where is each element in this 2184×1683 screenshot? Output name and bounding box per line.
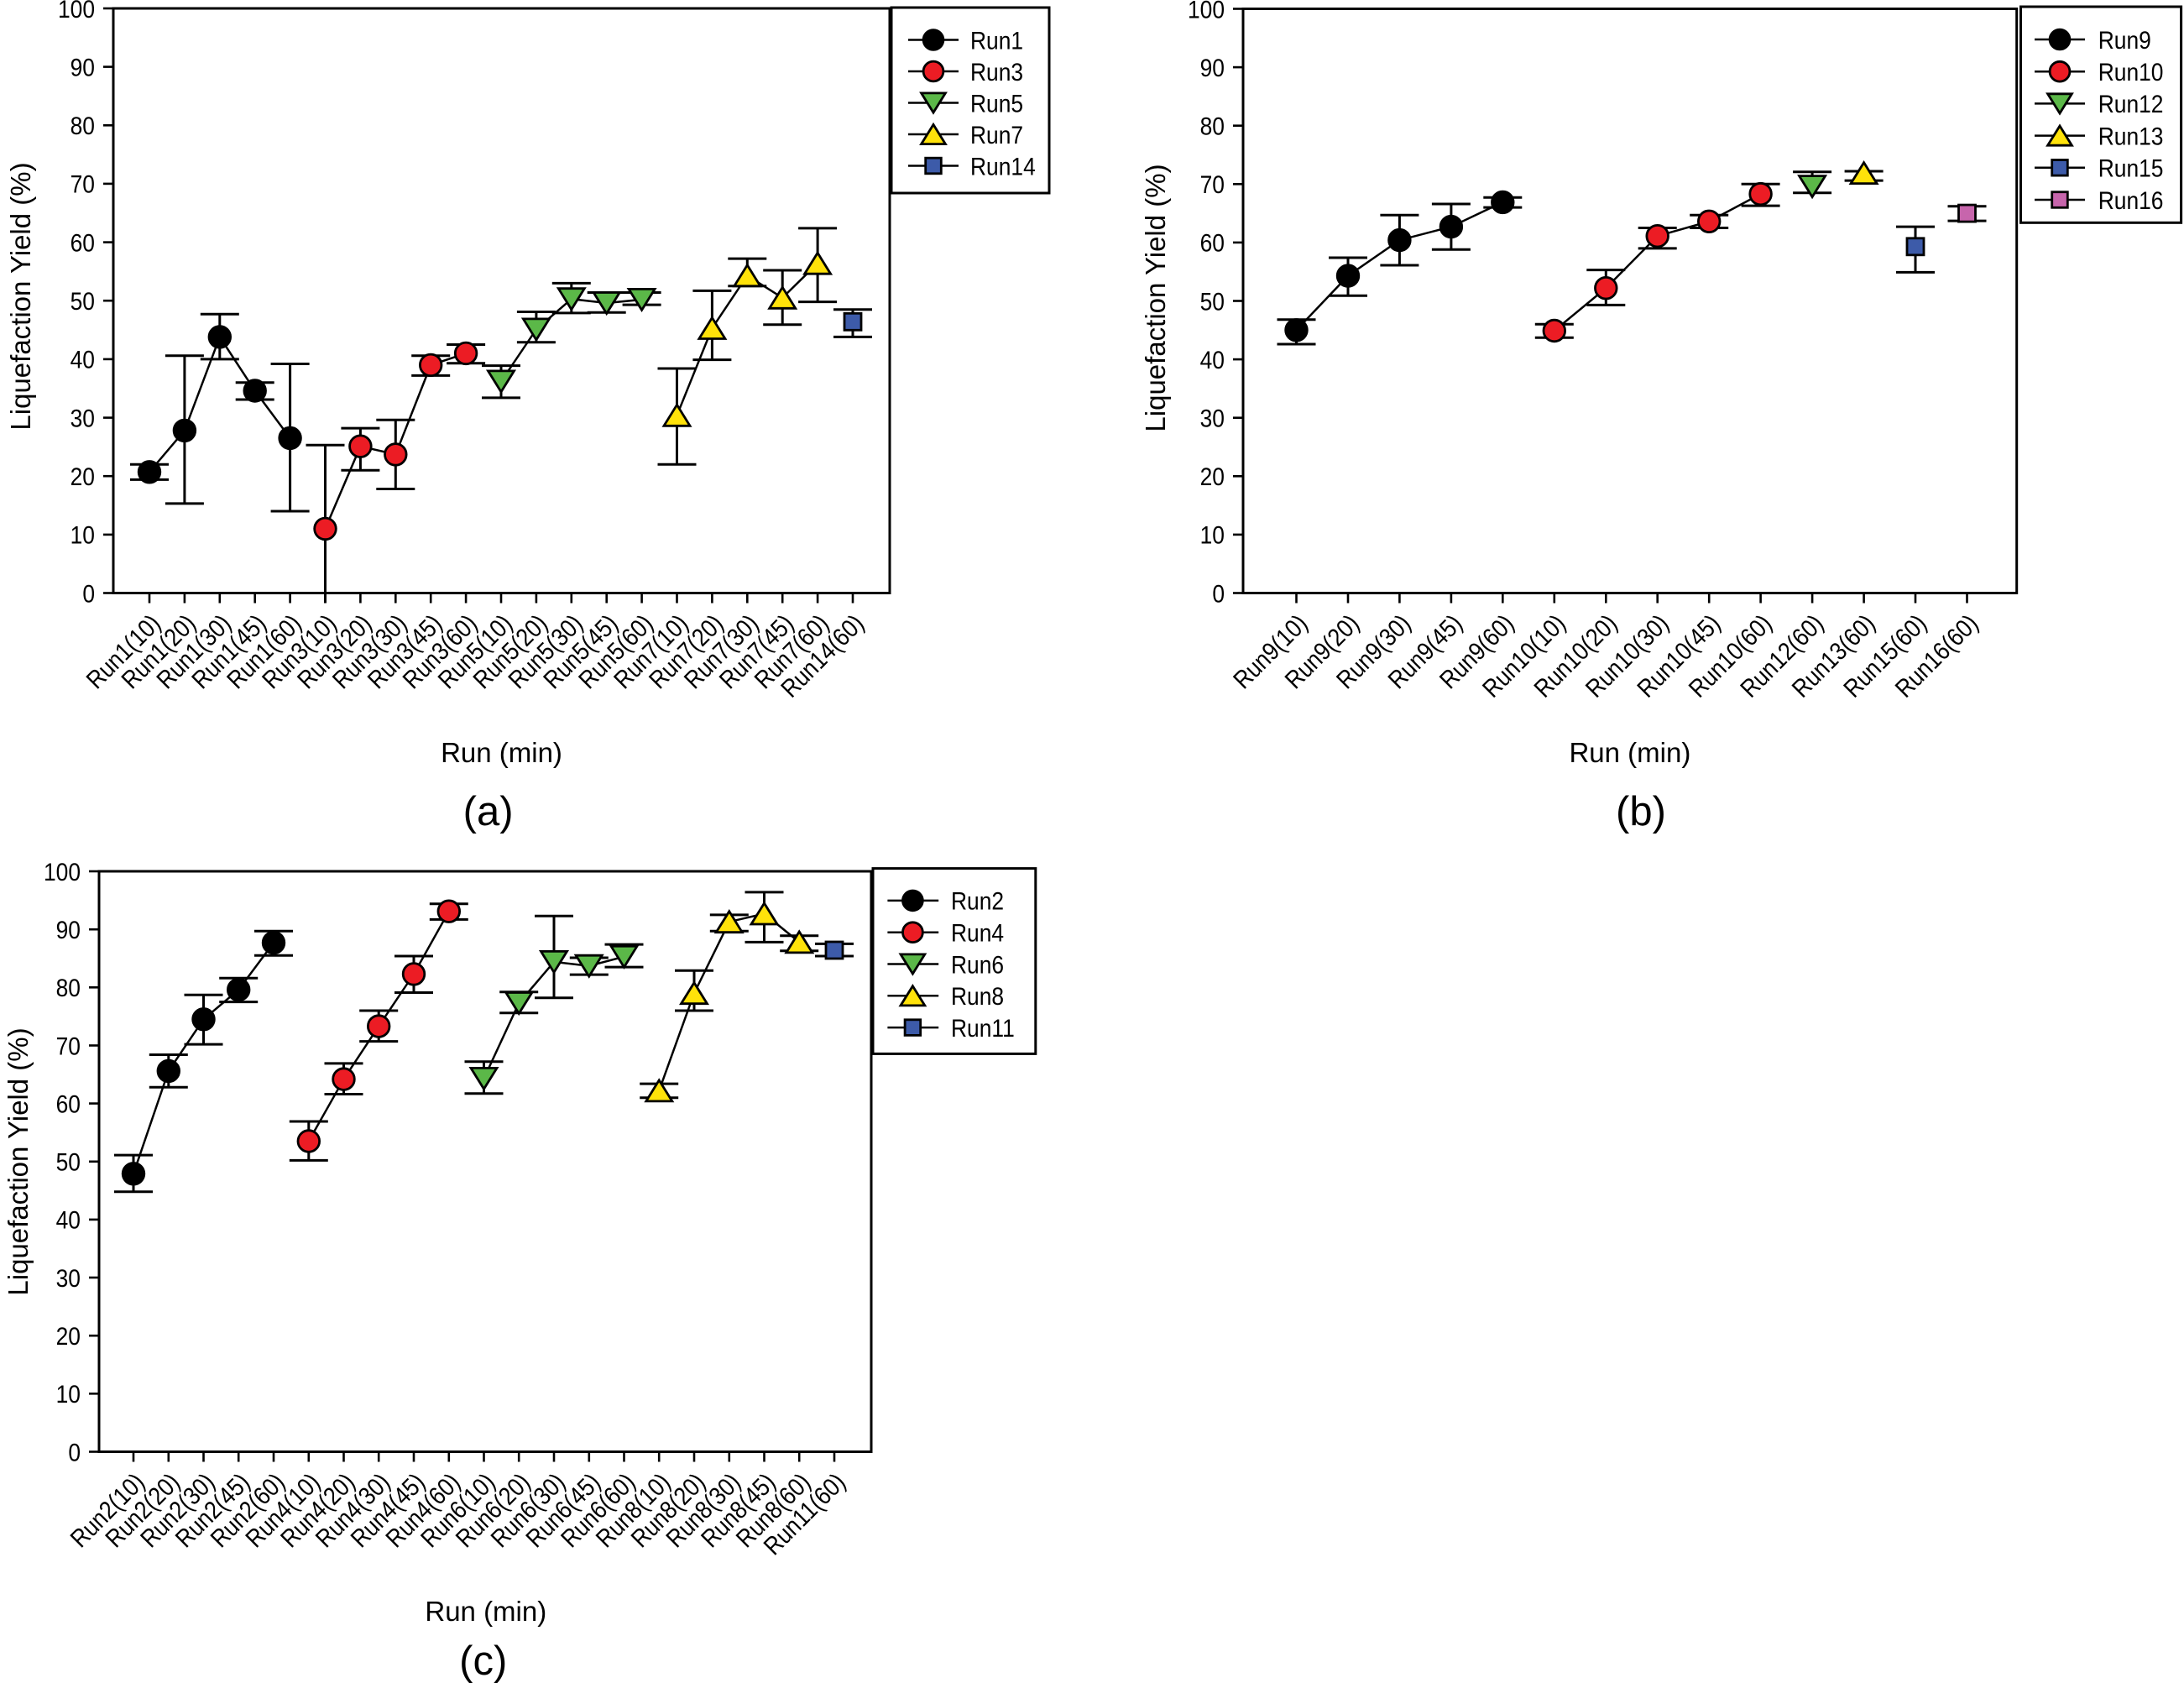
svg-text:10: 10: [71, 520, 95, 549]
svg-text:80: 80: [71, 111, 95, 139]
svg-text:30: 30: [71, 404, 95, 432]
svg-text:70: 70: [1200, 170, 1225, 198]
svg-text:60: 60: [1200, 228, 1225, 257]
svg-text:50: 50: [56, 1147, 81, 1176]
svg-text:100: 100: [1188, 0, 1225, 24]
svg-text:10: 10: [1200, 520, 1225, 549]
svg-text:Run3: Run3: [970, 57, 1023, 86]
svg-text:20: 20: [1200, 462, 1225, 490]
svg-text:0: 0: [68, 1438, 81, 1466]
svg-text:Run10: Run10: [2098, 57, 2164, 86]
svg-text:Run6: Run6: [951, 950, 1004, 979]
svg-text:Run (min): Run (min): [1569, 737, 1690, 768]
svg-text:80: 80: [56, 973, 81, 1001]
svg-text:Run7: Run7: [970, 120, 1023, 149]
svg-text:(a): (a): [463, 789, 514, 834]
svg-text:Liquefaction Yield (%): Liquefaction Yield (%): [5, 162, 36, 430]
svg-text:0: 0: [1212, 579, 1225, 608]
svg-text:Run13: Run13: [2098, 122, 2164, 150]
svg-text:Run9: Run9: [2098, 25, 2151, 54]
svg-text:80: 80: [1200, 112, 1225, 140]
svg-text:Run (min): Run (min): [425, 1596, 546, 1627]
svg-text:Run2: Run2: [951, 886, 1004, 915]
svg-text:Run8: Run8: [951, 981, 1004, 1010]
svg-text:90: 90: [71, 53, 95, 81]
svg-text:100: 100: [44, 857, 81, 886]
svg-text:Liquefaction Yield (%): Liquefaction Yield (%): [3, 1027, 34, 1295]
svg-text:50: 50: [71, 286, 95, 315]
svg-text:0: 0: [82, 579, 95, 608]
svg-text:40: 40: [56, 1205, 81, 1234]
svg-text:90: 90: [1200, 53, 1225, 81]
svg-text:Liquefaction Yield (%): Liquefaction Yield (%): [1140, 164, 1171, 431]
svg-text:50: 50: [1200, 287, 1225, 316]
svg-text:(b): (b): [1616, 789, 1666, 834]
svg-text:Run (min): Run (min): [441, 737, 562, 768]
svg-text:70: 70: [71, 170, 95, 198]
svg-text:Run5: Run5: [970, 89, 1023, 118]
svg-text:30: 30: [56, 1263, 81, 1292]
svg-text:Run1: Run1: [970, 26, 1023, 55]
svg-text:70: 70: [56, 1032, 81, 1060]
svg-text:10: 10: [56, 1379, 81, 1408]
svg-text:40: 40: [1200, 345, 1225, 374]
svg-text:Run15: Run15: [2098, 154, 2164, 182]
svg-text:Run4: Run4: [951, 918, 1004, 947]
svg-text:100: 100: [58, 0, 95, 23]
svg-text:60: 60: [56, 1090, 81, 1118]
svg-text:Run14: Run14: [970, 152, 1036, 180]
svg-text:30: 30: [1200, 404, 1225, 432]
svg-text:60: 60: [71, 228, 95, 257]
svg-text:90: 90: [56, 915, 81, 943]
svg-text:Run16: Run16: [2098, 186, 2164, 214]
svg-text:(c): (c): [459, 1639, 507, 1683]
svg-text:Run11: Run11: [951, 1013, 1015, 1042]
svg-text:40: 40: [71, 345, 95, 374]
svg-text:20: 20: [71, 462, 95, 490]
svg-text:Run12: Run12: [2098, 90, 2164, 118]
svg-text:20: 20: [56, 1321, 81, 1350]
